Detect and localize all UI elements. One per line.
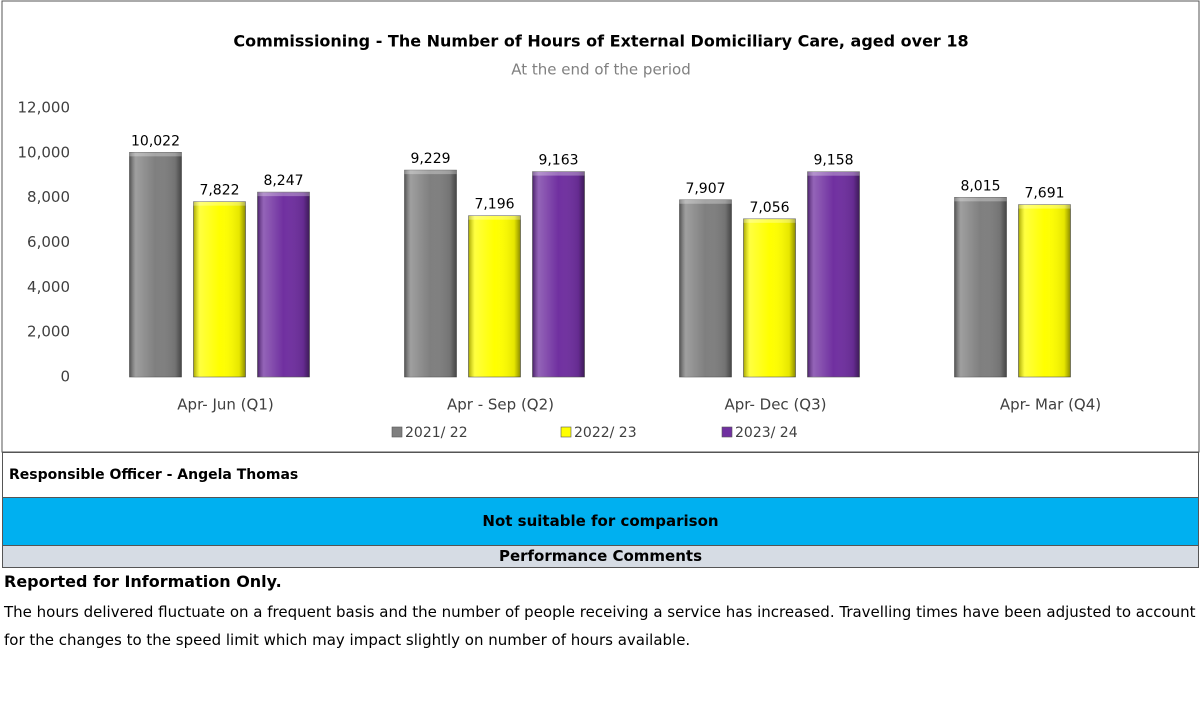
value-label: 8,247: [263, 173, 303, 189]
bar-top: [807, 171, 860, 176]
value-label: 7,822: [199, 183, 239, 199]
legend-swatch: [721, 426, 733, 438]
value-label: 7,907: [685, 181, 725, 197]
bar: [532, 171, 585, 378]
bar: [679, 199, 732, 378]
y-tick-label: 0: [60, 368, 70, 386]
legend-swatch: [391, 426, 403, 438]
bar: [404, 169, 457, 378]
y-tick-label: 2,000: [27, 323, 70, 341]
chart-subtitle: At the end of the period: [511, 61, 690, 79]
bar: [468, 215, 521, 378]
responsible-officer: Responsible Officer - Angela Thomas: [2, 452, 1199, 498]
comments-lead: Reported for Information Only.: [4, 572, 282, 591]
y-tick-label: 8,000: [27, 188, 70, 206]
value-label: 9,229: [410, 151, 450, 167]
x-tick-label: Apr- Dec (Q3): [724, 396, 826, 414]
bar: [193, 201, 246, 378]
bar-top: [532, 171, 585, 176]
value-label: 10,022: [131, 133, 180, 149]
bar-top: [954, 197, 1007, 202]
value-label: 8,015: [960, 178, 1000, 194]
bar-top: [1018, 204, 1071, 209]
x-tick-label: Apr- Mar (Q4): [1000, 396, 1101, 414]
legend-label: 2022/ 23: [574, 425, 637, 441]
y-tick-label: 12,000: [18, 99, 71, 117]
x-tick-label: Apr - Sep (Q2): [447, 396, 554, 414]
legend-label: 2021/ 22: [405, 425, 468, 441]
bar: [954, 197, 1007, 378]
comparison-banner: Not suitable for comparison: [2, 497, 1199, 546]
bar: [743, 218, 796, 378]
legend-swatch: [560, 426, 572, 438]
y-tick-label: 10,000: [18, 143, 71, 161]
bar-top: [743, 218, 796, 223]
bar: [807, 171, 860, 378]
chart-title: Commissioning - The Number of Hours of E…: [233, 32, 968, 51]
bar-top: [257, 192, 310, 197]
bar: [257, 191, 310, 378]
value-label: 9,163: [538, 153, 578, 169]
bar-top: [193, 201, 246, 206]
value-label: 9,158: [813, 153, 853, 169]
bar-top: [404, 170, 457, 175]
bar-top: [679, 199, 732, 204]
bar: [129, 152, 182, 378]
x-tick-label: Apr- Jun (Q1): [177, 396, 273, 414]
bar: [1018, 204, 1071, 378]
comments-text: The hours delivered fluctuate on a frequ…: [4, 603, 1196, 649]
legend-label: 2023/ 24: [735, 425, 798, 441]
bar-top: [129, 152, 182, 157]
value-label: 7,056: [749, 200, 789, 216]
bar-top: [468, 215, 521, 220]
y-tick-label: 6,000: [27, 233, 70, 251]
value-label: 7,691: [1024, 186, 1064, 202]
comments-header: Performance Comments: [2, 545, 1199, 568]
y-tick-label: 4,000: [27, 278, 70, 296]
chart: Commissioning - The Number of Hours of E…: [1, 0, 1200, 453]
value-label: 7,196: [474, 197, 514, 213]
